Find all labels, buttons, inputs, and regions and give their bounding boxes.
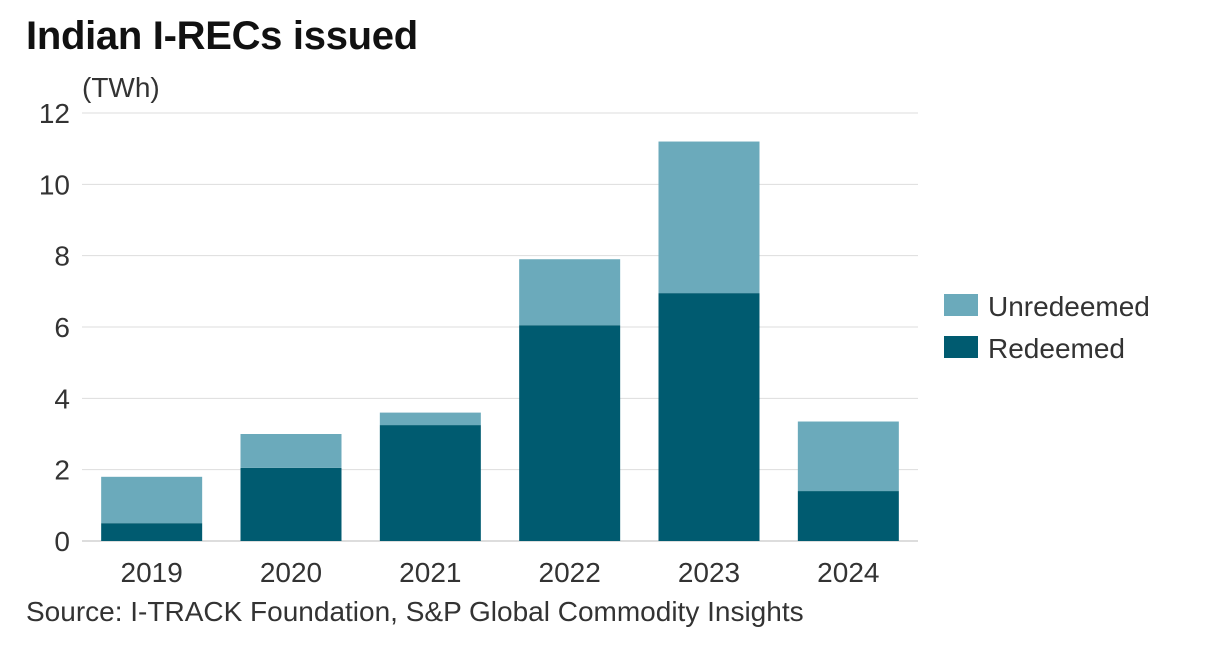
y-tick-label: 4 [54,383,70,414]
legend-swatch-redeemed [944,336,978,358]
source-note: Source: I-TRACK Foundation, S&P Global C… [26,596,804,627]
x-tick-label: 2020 [260,557,322,588]
bar-unredeemed-2019 [101,476,203,524]
bar-unredeemed-2023 [658,141,760,294]
x-tick-label: 2019 [121,557,183,588]
legend-label-unredeemed: Unredeemed [988,291,1150,322]
legend-swatch-unredeemed [944,294,978,316]
y-tick-label: 10 [39,169,70,200]
bar-redeemed-2023 [658,293,760,541]
x-tick-label: 2022 [539,557,601,588]
y-tick-label: 0 [54,526,70,557]
bar-redeemed-2020 [240,467,342,541]
bar-redeemed-2022 [519,325,621,541]
chart-title: Indian I-RECs issued [26,14,418,58]
y-tick-label: 6 [54,312,70,343]
bar-redeemed-2024 [797,491,899,541]
y-tick-label: 12 [39,98,70,129]
y-tick-label: 8 [54,241,70,272]
bar-redeemed-2019 [101,523,203,541]
x-tick-label: 2024 [817,557,879,588]
bar-unredeemed-2024 [797,421,899,492]
bar-unredeemed-2022 [519,259,621,326]
x-tick-label: 2021 [399,557,461,588]
bar-redeemed-2021 [379,425,481,541]
bar-unredeemed-2021 [379,412,481,426]
legend-label-redeemed: Redeemed [988,333,1125,364]
y-tick-label: 2 [54,455,70,486]
y-axis-unit-label: (TWh) [82,72,160,103]
x-tick-label: 2023 [678,557,740,588]
bar-unredeemed-2020 [240,434,342,468]
